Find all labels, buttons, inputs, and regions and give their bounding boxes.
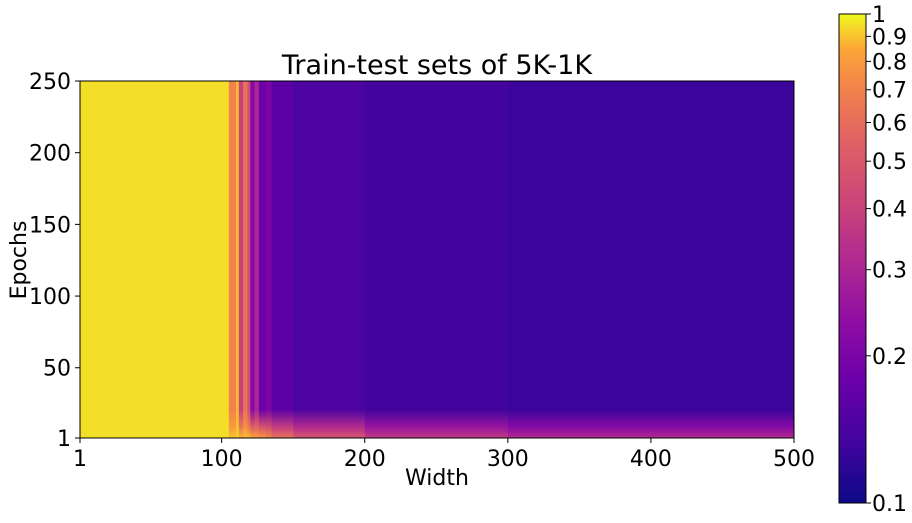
colorbar-tick-label: 0.5 [872,150,907,175]
x-tick-label: 400 [630,447,672,472]
x-tick-label: 1 [73,447,87,472]
colorbar [838,13,867,504]
y-tick-label: 50 [43,357,71,382]
colorbar-tick-label: 0.3 [872,259,907,284]
colorbar-tick-label: 1 [872,3,886,28]
plot-frame [79,80,795,439]
heatmap-column [254,81,260,438]
heatmap-column [250,81,256,438]
y-tick-label: 250 [29,70,71,95]
heatmap-column [507,81,795,438]
x-axis-label: Width [405,466,469,491]
y-tick-label: 100 [29,285,71,310]
heatmap-area [80,81,795,438]
x-axis: 1 100 200 300 400 500 [73,438,815,472]
heatmap-column [228,81,237,438]
colorbar-tick-label: 0.1 [872,492,907,517]
heatmap-column [243,81,248,438]
y-axis-label: Epochs [7,221,32,300]
heatmap-column [258,81,267,438]
heatmap-column [80,81,230,438]
heatmap-column [293,81,366,438]
x-tick-label: 500 [773,447,815,472]
y-tick-label: 200 [29,142,71,167]
y-tick-label: 150 [29,213,71,238]
colorbar-tick-label: 0.8 [872,50,907,75]
colorbar-tick-label: 0.9 [872,25,907,50]
colorbar-tick-label: 0.6 [872,111,907,136]
x-tick-label: 200 [344,447,386,472]
y-tick-label: 1 [57,427,71,452]
x-tick-label: 300 [487,447,529,472]
x-tick-label: 100 [201,447,243,472]
colorbar-tick-label: 0.7 [872,79,907,104]
colorbar-tick-label: 0.4 [872,198,907,223]
heatmap-column [247,81,251,438]
heatmap-column [266,81,273,438]
chart-title: Train-test sets of 5K-1K [281,50,593,81]
heatmap-column [271,81,294,438]
heatmap-column [364,81,509,438]
heatmap-column [238,81,244,438]
heatmap-column [235,81,240,438]
colorbar-axis: 0.1 0.2 0.3 0.4 0.5 0.6 0.7 0.80.91 [866,3,907,517]
colorbar-tick-label: 0.2 [872,345,907,370]
